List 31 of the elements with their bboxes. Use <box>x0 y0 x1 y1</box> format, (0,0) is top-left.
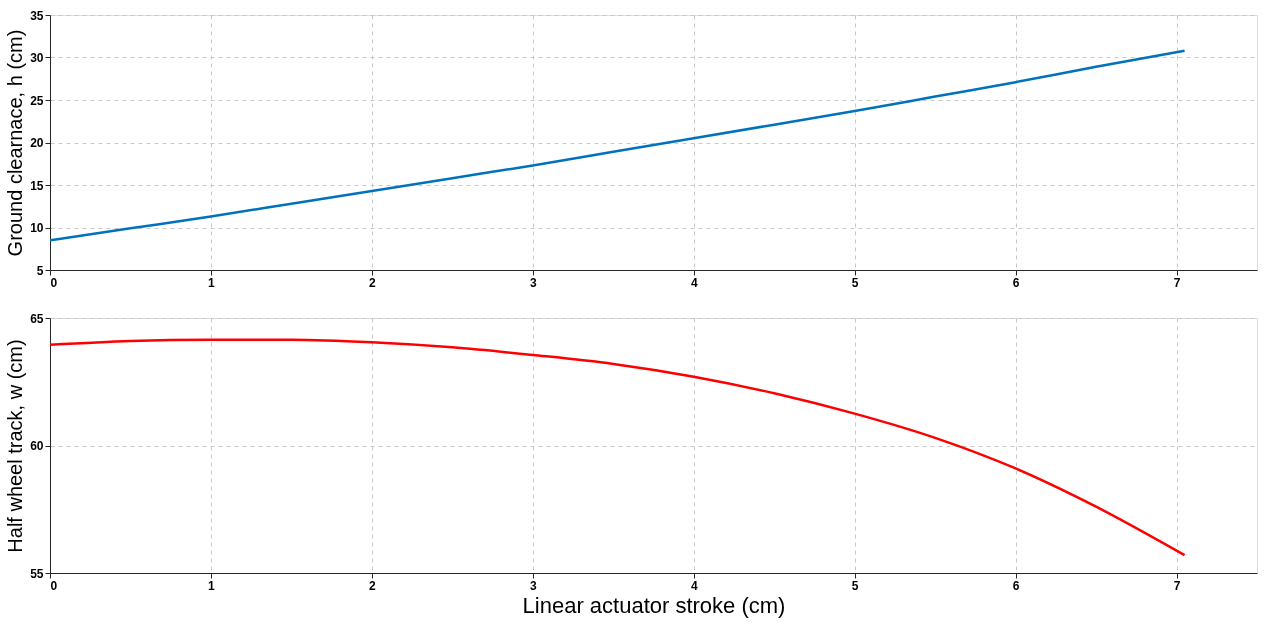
y-tick-label: 60 <box>30 439 44 453</box>
y-tick-label: 15 <box>30 178 44 193</box>
x-tick-label: 7 <box>1173 578 1181 593</box>
x-tick-label: 7 <box>1173 275 1181 290</box>
x-tick-label: 2 <box>369 578 377 593</box>
y-tick-label: 55 <box>30 566 44 581</box>
y-tick-label: 20 <box>30 136 44 150</box>
line-series <box>50 338 1186 557</box>
y-tick-label: 65 <box>30 311 44 326</box>
x-tick-label: 4 <box>690 578 698 593</box>
y-tick-label: 5 <box>36 263 44 278</box>
y-axis-title: Ground clearnace, h (cm) <box>4 29 27 257</box>
y-tick-label: 30 <box>30 51 44 65</box>
x-tick-label: 3 <box>529 275 537 290</box>
y-tick-label: 10 <box>30 221 44 235</box>
x-tick-label: 1 <box>208 275 216 290</box>
y-tick-label: 25 <box>30 93 44 108</box>
x-tick-label: 6 <box>1012 578 1020 593</box>
x-tick-label: 4 <box>690 275 698 290</box>
x-tick-label: 5 <box>851 578 859 593</box>
x-tick-label: 1 <box>208 578 216 593</box>
y-tick-label: 35 <box>30 8 44 23</box>
line-series <box>50 49 1186 242</box>
x-tick-label: 0 <box>50 578 58 593</box>
x-axis-title: Linear actuator stroke (cm) <box>522 592 786 618</box>
x-tick-label: 2 <box>369 275 377 290</box>
x-tick-label: 3 <box>529 578 537 593</box>
y-axis-title: Half wheel track, w (cm) <box>4 339 27 553</box>
x-tick-label: 6 <box>1012 275 1020 290</box>
x-tick-label: 5 <box>851 275 859 290</box>
x-tick-label: 0 <box>50 275 58 290</box>
